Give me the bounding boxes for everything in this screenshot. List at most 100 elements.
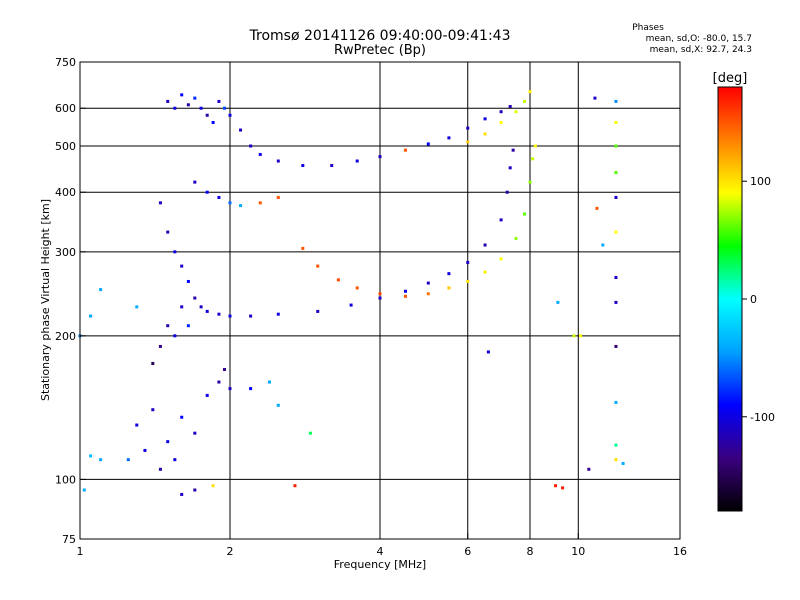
data-point <box>447 272 451 276</box>
data-point <box>614 230 618 234</box>
data-point <box>336 278 340 282</box>
data-point <box>180 264 184 268</box>
data-point <box>193 96 197 100</box>
data-point <box>614 344 618 348</box>
data-point <box>316 309 320 313</box>
data-point <box>553 484 557 488</box>
x-tick-label: 10 <box>571 545 585 558</box>
data-point <box>505 190 509 194</box>
data-point <box>205 190 209 194</box>
data-point <box>258 201 262 205</box>
data-point <box>151 361 155 365</box>
data-point <box>614 99 618 103</box>
data-point <box>593 96 597 100</box>
data-point <box>239 128 243 132</box>
data-point <box>186 279 190 283</box>
data-point <box>180 93 184 97</box>
phase-info-box: Phases mean, sd,O: -80.0, 15.7 mean, sd,… <box>632 23 752 55</box>
data-point <box>193 431 197 435</box>
data-point <box>578 334 582 338</box>
data-point <box>483 132 487 136</box>
data-point <box>228 314 232 318</box>
data-point <box>166 440 170 444</box>
data-point <box>378 296 382 300</box>
x-axis-ticks: 1 2 4 6 8 10 16 <box>77 533 687 558</box>
data-point <box>193 488 197 492</box>
data-point <box>466 126 470 130</box>
data-point <box>466 279 470 283</box>
data-point <box>572 334 576 338</box>
data-point <box>403 294 407 298</box>
data-point <box>621 461 625 465</box>
data-point <box>166 324 170 328</box>
data-point <box>228 201 232 205</box>
data-point <box>135 423 139 427</box>
data-point <box>89 454 93 458</box>
data-point <box>614 195 618 199</box>
data-point <box>308 431 312 435</box>
data-point <box>186 324 190 328</box>
data-point <box>249 387 253 391</box>
data-point <box>614 144 618 148</box>
data-point <box>217 195 221 199</box>
data-point <box>158 201 162 205</box>
data-point <box>228 113 232 117</box>
data-point <box>349 303 353 307</box>
data-point <box>528 180 532 184</box>
data-point <box>511 148 515 152</box>
data-point <box>378 292 382 296</box>
data-point <box>276 159 280 163</box>
data-point <box>523 212 527 216</box>
colorbar-tick-label: 0 <box>750 293 757 306</box>
phase-info-line-x: mean, sd,X: 92.7, 24.3 <box>650 45 752 55</box>
data-point <box>173 334 177 338</box>
data-points <box>78 90 625 496</box>
colorbar-tick-label: 100 <box>750 175 771 188</box>
data-point <box>217 99 221 103</box>
data-point <box>166 230 170 234</box>
x-tick-label: 4 <box>377 545 384 558</box>
phase-info-line-o: mean, sd,O: -80.0, 15.7 <box>646 34 752 44</box>
x-tick-label: 16 <box>673 545 687 558</box>
data-point <box>316 264 320 268</box>
y-tick-label: 100 <box>55 473 76 486</box>
data-point <box>499 121 503 125</box>
data-point <box>614 458 618 462</box>
data-point <box>228 387 232 391</box>
x-tick-label: 6 <box>464 545 471 558</box>
data-point <box>126 458 130 462</box>
colorbar-bar <box>717 86 743 512</box>
data-point <box>508 105 512 109</box>
data-point <box>523 99 527 103</box>
data-point <box>533 144 537 148</box>
data-point <box>601 243 605 247</box>
data-point <box>483 270 487 274</box>
data-point <box>205 309 209 313</box>
data-point <box>89 314 93 318</box>
data-point <box>330 164 334 168</box>
data-point <box>486 350 490 354</box>
data-point <box>223 367 227 371</box>
data-point <box>499 257 503 261</box>
data-point <box>249 144 253 148</box>
data-point <box>561 486 565 490</box>
data-point <box>403 148 407 152</box>
data-point <box>143 448 147 452</box>
x-tick-label: 8 <box>527 545 534 558</box>
data-point <box>276 403 280 407</box>
colorbar-ticks: 100 0 -100 <box>742 175 775 424</box>
data-point <box>211 484 215 488</box>
chart-title: Tromsø 20141126 09:40:00-09:41:43 <box>249 28 511 44</box>
data-point <box>99 458 103 462</box>
data-point <box>378 155 382 159</box>
data-point <box>217 312 221 316</box>
data-point <box>301 164 305 168</box>
data-point <box>166 99 170 103</box>
data-point <box>199 305 203 309</box>
data-point <box>483 243 487 247</box>
data-point <box>614 300 618 304</box>
chart-subtitle: RwPretec (Bp) <box>334 43 426 58</box>
y-axis-ticks: 75 100 200 300 400 500 600 750 <box>55 56 86 546</box>
data-point <box>99 288 103 292</box>
data-point <box>514 110 518 114</box>
